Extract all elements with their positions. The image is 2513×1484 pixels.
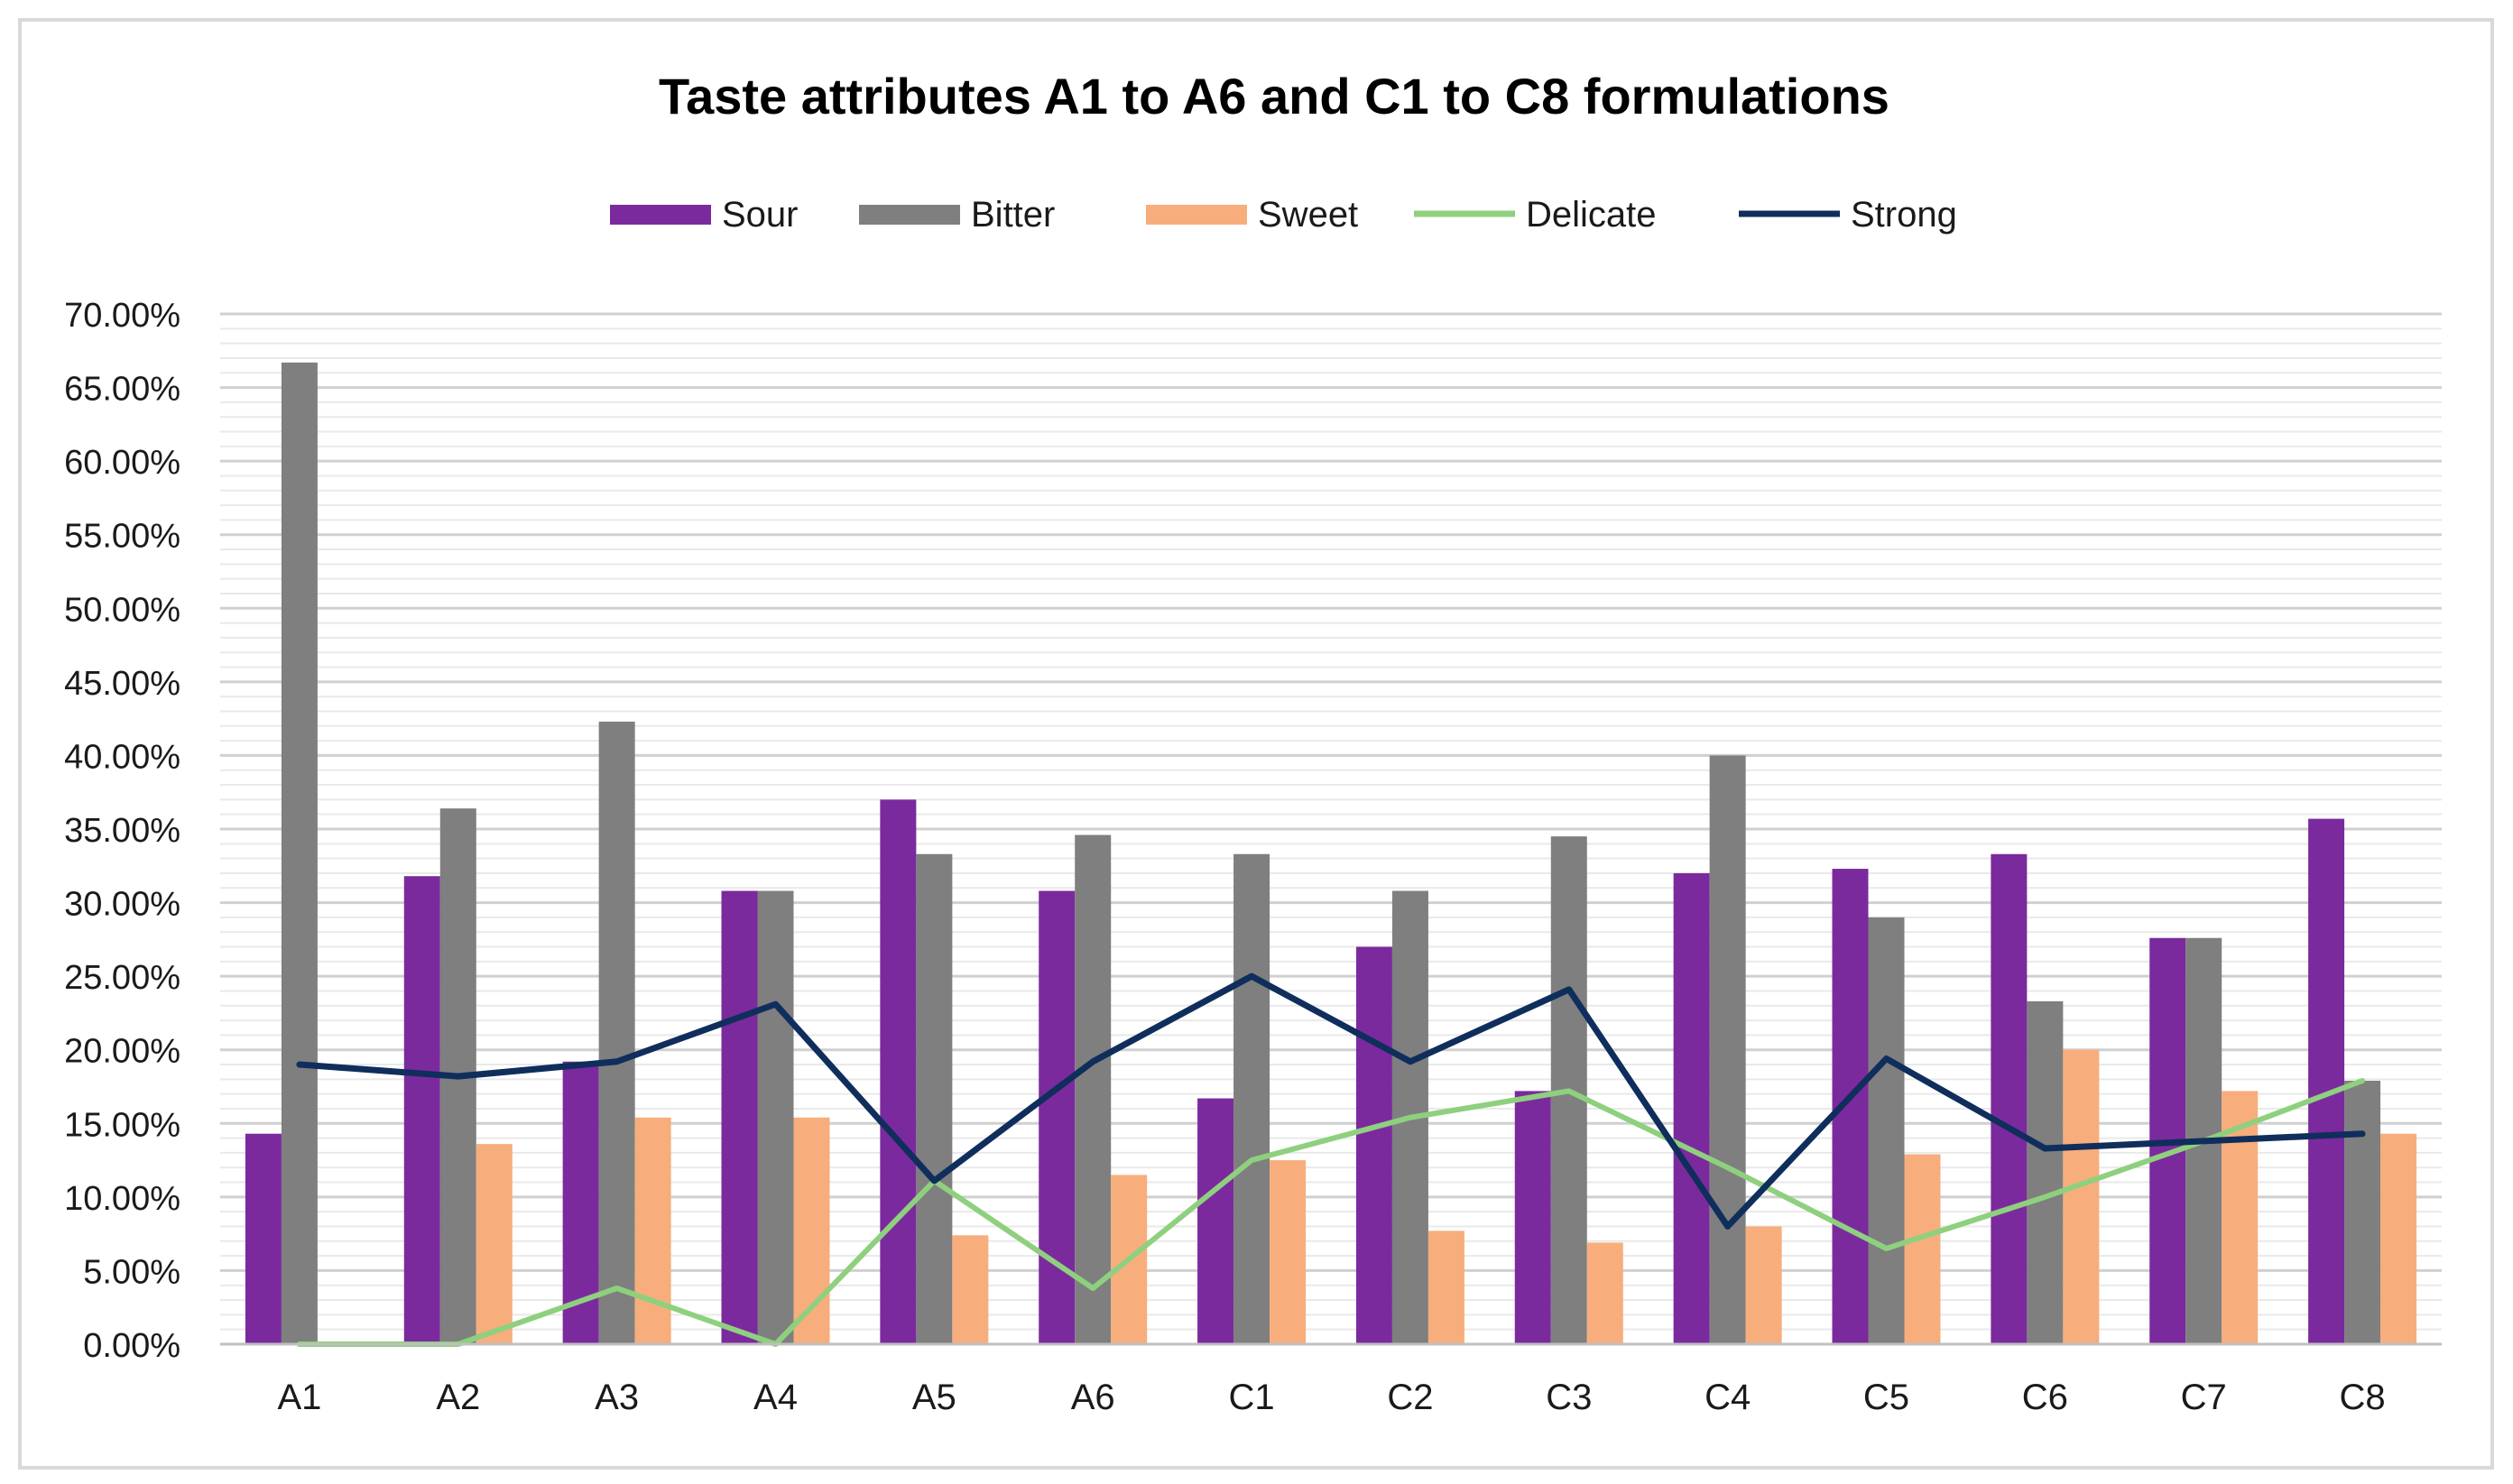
bar-sour-c8 [2308, 818, 2345, 1344]
y-axis: 0.00% 5.00% 10.00% 15.00% 20.00% 25.00% 30.00%… [64, 297, 180, 1365]
line-series-strong [296, 972, 2366, 1230]
x-tick-label: C5 [1863, 1378, 1909, 1417]
x-tick-label: A5 [912, 1378, 956, 1417]
y-tick-label: 45.00% [64, 665, 180, 703]
y-tick-label: 60.00% [64, 444, 180, 482]
bar-bitter-a5 [916, 853, 953, 1344]
y-tick-label: 15.00% [64, 1106, 180, 1144]
bar-sour-a1 [245, 1133, 282, 1344]
bar-sour-c3 [1514, 1091, 1551, 1344]
bar-sweet-c4 [1745, 1226, 1782, 1344]
y-tick-label: 20.00% [64, 1033, 180, 1071]
bar-bitter-c8 [2344, 1080, 2381, 1344]
bar-sweet-a3 [634, 1117, 671, 1344]
bar-sweet-a2 [476, 1144, 513, 1344]
bar-sweet-a5 [952, 1235, 989, 1344]
chart-title: Taste attributes A1 to A6 and C1 to C8 f… [659, 68, 1889, 124]
x-tick-label: A6 [1071, 1378, 1115, 1417]
bar-sour-c2 [1355, 946, 1392, 1344]
y-tick-label: 50.00% [64, 591, 180, 629]
bar-sweet-c6 [2063, 1049, 2100, 1344]
bars [245, 362, 2417, 1344]
y-tick-label: 5.00% [83, 1253, 180, 1291]
legend-key-sour [610, 205, 711, 225]
bar-sweet-c5 [1904, 1154, 1941, 1344]
bar-sweet-c8 [2380, 1133, 2417, 1344]
x-tick-label: A1 [277, 1378, 321, 1417]
bar-sour-c4 [1673, 872, 1710, 1344]
bar-bitter-a6 [1075, 834, 1112, 1344]
x-tick-label: C8 [2340, 1378, 2386, 1417]
y-tick-label: 70.00% [64, 297, 180, 335]
y-tick-label: 30.00% [64, 886, 180, 924]
y-tick-label: 35.00% [64, 812, 180, 850]
legend: Sour Bitter Sweet Delicate Strong [610, 195, 1957, 235]
x-tick-label: A2 [436, 1378, 480, 1417]
bar-sour-a5 [880, 799, 917, 1344]
bar-sour-c1 [1197, 1098, 1234, 1344]
x-tick-label: C7 [2181, 1378, 2227, 1417]
legend-label-sour: Sour [722, 195, 799, 235]
bar-sweet-c2 [1427, 1231, 1464, 1344]
x-axis: A1 A2 A3 A4 A5 A6 C1 C2 C3 C4 C5 C6 C7 C8 [220, 1342, 2442, 1417]
y-tick-label: 65.00% [64, 371, 180, 409]
x-tick-label: C2 [1387, 1378, 1433, 1417]
x-tick-label: A4 [753, 1378, 798, 1417]
bar-bitter-c6 [2027, 1000, 2064, 1344]
bar-sour-a4 [721, 890, 758, 1344]
y-tick-label: 10.00% [64, 1180, 180, 1218]
x-tick-label: C3 [1546, 1378, 1592, 1417]
legend-label-sweet: Sweet [1258, 195, 1358, 235]
legend-label-delicate: Delicate [1526, 195, 1657, 235]
legend-label-strong: Strong [1851, 195, 1957, 235]
x-tick-label: A3 [595, 1378, 639, 1417]
bar-bitter-a3 [598, 721, 635, 1344]
legend-label-bitter: Bitter [971, 195, 1055, 235]
bar-sour-a6 [1039, 890, 1076, 1344]
y-tick-label: 25.00% [64, 959, 180, 997]
bar-bitter-c5 [1868, 917, 1905, 1344]
bar-sour-c6 [1991, 853, 2028, 1344]
x-tick-label: C1 [1229, 1378, 1275, 1417]
legend-key-sweet [1146, 205, 1247, 225]
bar-bitter-a4 [757, 890, 794, 1344]
x-tick-label: C6 [2022, 1378, 2068, 1417]
x-tick-label: C4 [1705, 1378, 1751, 1417]
bar-sour-a2 [403, 876, 440, 1344]
bar-sweet-c1 [1270, 1160, 1307, 1344]
y-tick-label: 40.00% [64, 738, 180, 776]
bar-bitter-c4 [1709, 755, 1746, 1344]
bar-bitter-c1 [1233, 853, 1270, 1344]
y-tick-label: 0.00% [83, 1327, 180, 1365]
lines [296, 972, 2366, 1347]
line-series-delicate [296, 1077, 2366, 1347]
bar-sweet-c3 [1586, 1242, 1623, 1344]
bar-bitter-a1 [281, 362, 318, 1344]
legend-key-bitter [859, 205, 960, 225]
y-tick-label: 55.00% [64, 518, 180, 556]
